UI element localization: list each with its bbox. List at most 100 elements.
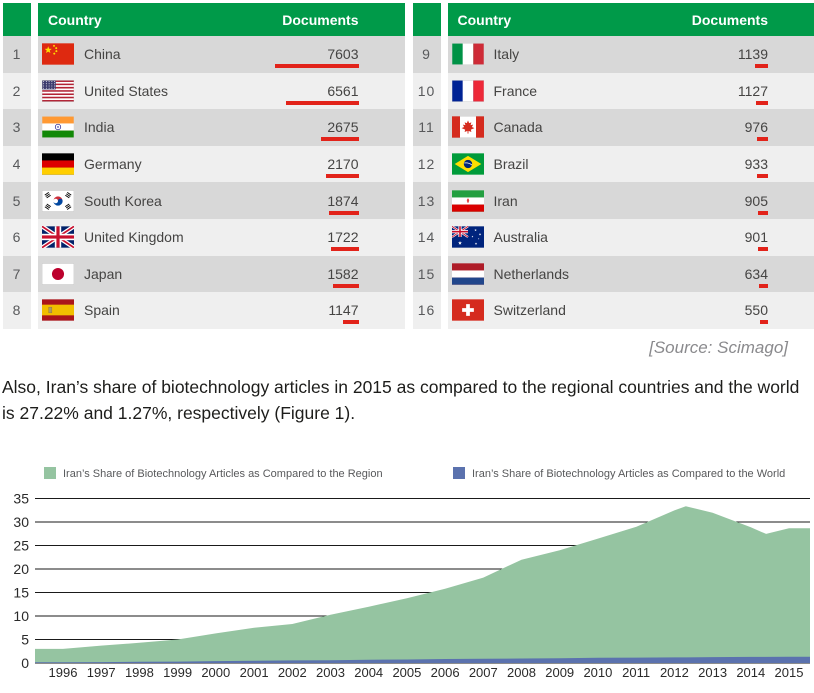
rank-cell: 4	[3, 145, 31, 183]
country-table-right: Country Documents 9 Italy 1139 10 France 1127…	[412, 3, 814, 329]
documents-bar	[342, 320, 359, 325]
country-name: Spain	[84, 302, 120, 319]
documents-value: 2170	[325, 156, 359, 179]
svg-text:2001: 2001	[240, 665, 269, 680]
table-body: 9 Italy 1139 10 France 1127 11 Canada 976 12 Brazi…	[412, 36, 814, 329]
legend-label-region: Iran’s Share of Biotechnology Articles a…	[63, 468, 383, 480]
table-row: 8 Spain 1147	[3, 292, 405, 329]
column-gap	[31, 3, 38, 36]
table-row: 13 Iran 905	[412, 182, 814, 219]
documents-value: 1722	[327, 229, 359, 252]
rank-cell: 16	[412, 292, 441, 329]
documents-value: 933	[745, 156, 768, 179]
svg-text:2012: 2012	[660, 665, 689, 680]
rank-cell: 8	[3, 292, 31, 329]
rank-cell: 15	[412, 255, 441, 293]
rank-cell: 5	[3, 182, 31, 219]
svg-text:2002: 2002	[278, 665, 307, 680]
flag-india-icon	[42, 116, 74, 139]
country-name: China	[84, 46, 121, 63]
svg-text:2013: 2013	[698, 665, 727, 680]
table-row: 11 Canada 976	[412, 109, 814, 146]
country-header-label: Country	[48, 11, 102, 28]
country-tables: Country Documents 1 China 7603 2 United Stat…	[3, 3, 814, 329]
rank-cell: 6	[3, 218, 31, 256]
table-row: 9 Italy 1139	[412, 36, 814, 73]
country-cell: South Korea 1874	[38, 182, 405, 219]
table-row: 12 Brazil 933	[412, 145, 814, 183]
rank-cell: 2	[3, 72, 31, 110]
country-name: South Korea	[84, 192, 162, 209]
country-cell: United States 6561	[38, 72, 405, 110]
table-row: 1 China 7603	[3, 36, 405, 73]
svg-text:2015: 2015	[775, 665, 804, 680]
column-gap	[31, 145, 38, 183]
column-gap	[440, 255, 448, 293]
country-cell: Italy 1139	[447, 36, 814, 73]
country-name: Switzerland	[493, 302, 566, 319]
country-name: United Kingdom	[84, 229, 184, 246]
country-name: Australia	[493, 229, 548, 246]
svg-text:2005: 2005	[392, 665, 421, 680]
documents-value: 976	[745, 119, 768, 142]
svg-text:25: 25	[13, 538, 29, 554]
rank-cell: 9	[412, 36, 441, 73]
country-cell: Netherlands 634	[447, 255, 814, 293]
column-gap	[440, 218, 448, 256]
documents-value: 901	[745, 229, 768, 252]
table-header: Country Documents	[3, 3, 405, 36]
rank-header-cell	[412, 3, 441, 36]
flag-iran-icon	[451, 190, 484, 212]
table-row: 5 South Korea 1874	[3, 182, 405, 219]
svg-text:1999: 1999	[163, 665, 192, 680]
svg-text:2006: 2006	[431, 665, 460, 680]
legend-item-world: Iran’s Share of Biotechnology Articles a…	[453, 467, 785, 481]
column-gap	[31, 72, 38, 110]
rank-cell: 7	[3, 255, 31, 293]
country-cell: China 7603	[38, 36, 405, 73]
documents-bar	[757, 137, 768, 142]
table-row: 7 Japan 1582	[3, 255, 405, 293]
table-row: 3 India 2675	[3, 109, 405, 146]
flag-japan-icon	[42, 262, 74, 285]
svg-text:1996: 1996	[49, 665, 78, 680]
svg-text:2004: 2004	[354, 665, 383, 680]
flag-italy-icon	[451, 43, 484, 66]
country-table-left: Country Documents 1 China 7603 2 United Stat…	[3, 3, 405, 329]
rank-cell: 12	[412, 145, 441, 183]
column-gap	[440, 145, 448, 183]
documents-bar	[285, 100, 359, 105]
country-cell: United Kingdom 1722	[38, 218, 405, 256]
flag-brazil-icon	[451, 153, 484, 175]
country-cell: Japan 1582	[38, 255, 405, 293]
table-body: 1 China 7603 2 United States 6561 3 India 2675 4 G…	[3, 36, 405, 329]
svg-text:2008: 2008	[507, 665, 536, 680]
column-gap	[440, 292, 448, 329]
country-header-label: Country	[457, 11, 512, 28]
documents-value: 1139	[738, 46, 768, 69]
documents-bar	[757, 174, 768, 179]
svg-text:1998: 1998	[125, 665, 154, 680]
flag-spain-icon	[42, 299, 74, 322]
documents-bar	[332, 283, 359, 288]
documents-bar	[758, 210, 768, 215]
flag-canada-icon	[451, 116, 484, 139]
country-name: Iran	[493, 192, 518, 209]
country-name: France	[493, 82, 538, 99]
table-row: 2 United States 6561	[3, 72, 405, 110]
legend-swatch-world-icon	[453, 467, 465, 479]
svg-text:0: 0	[21, 655, 29, 671]
table-row: 14 Australia 901	[412, 218, 814, 256]
country-cell: Switzerland 550	[447, 292, 814, 329]
column-gap	[440, 3, 448, 36]
flag-netherlands-icon	[451, 263, 484, 285]
country-cell: Germany 2170	[38, 145, 405, 183]
svg-text:20: 20	[13, 561, 29, 577]
country-name: United States	[84, 82, 169, 99]
column-gap	[440, 109, 448, 146]
country-name: Japan	[84, 265, 123, 282]
documents-bar	[325, 174, 359, 179]
table-row: 6 United Kingdom 1722	[3, 218, 405, 256]
table-row: 16 Switzerland 550	[412, 292, 814, 329]
documents-bar	[274, 64, 359, 69]
